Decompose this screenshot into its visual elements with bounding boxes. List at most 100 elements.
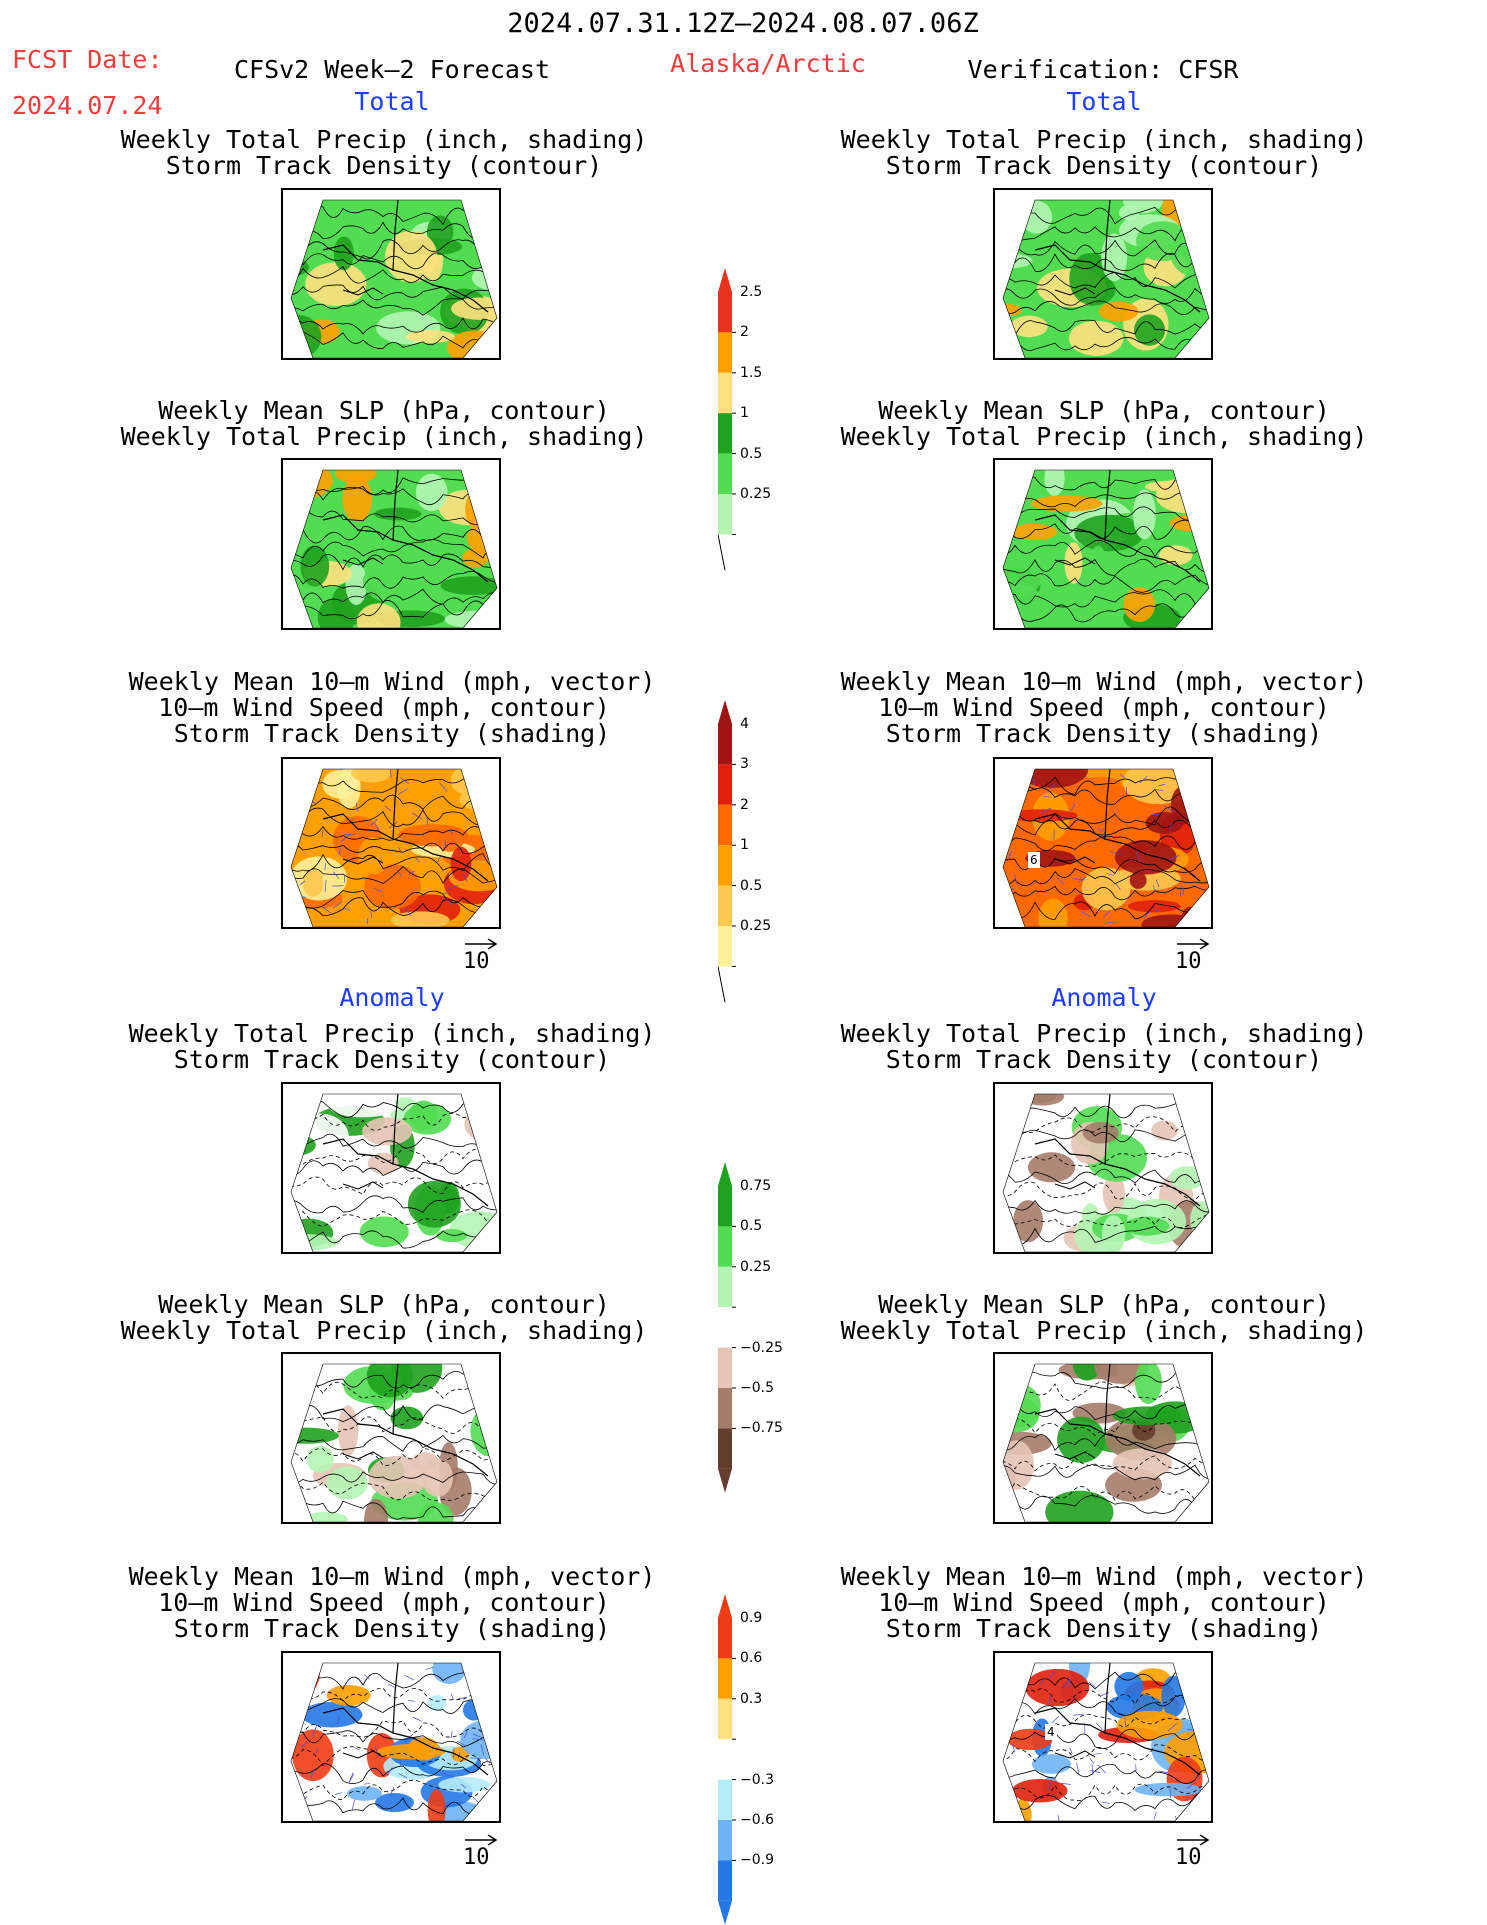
colorbar-segment [718, 1186, 732, 1227]
title-slp-r2: Weekly Total Precip (inch, shading) [840, 422, 1368, 451]
colorbar-segment [718, 494, 732, 535]
map-total-wind-verification [993, 757, 1213, 929]
map-anom-wind-verification [993, 1651, 1213, 1823]
colorbar-label: 4 [740, 716, 749, 732]
colorbar-segment [718, 1307, 732, 1348]
title-awind-r3: Storm Track Density (shading) [885, 1614, 1323, 1643]
colorbar-segment [718, 292, 732, 333]
title-awind-r1: Weekly Mean 10–m Wind (mph, vector) [840, 1562, 1368, 1591]
colorbar-label: −0.3 [740, 1771, 774, 1788]
vector-ref-label: 10 [463, 1845, 490, 1870]
colorbar-segment [718, 332, 732, 373]
colorbar-segment [718, 885, 732, 926]
colorbar-segment [718, 413, 732, 454]
colorbar-segment [718, 1347, 732, 1388]
map-graphic [290, 1093, 498, 1252]
colorbar-segment [718, 1820, 732, 1861]
vector-ref-anom-left: 10 [463, 1834, 498, 1870]
colorbar-label: 0.9 [740, 1610, 763, 1626]
colorbar-segment [718, 1226, 732, 1267]
title-wind-r3: Storm Track Density (shading) [885, 719, 1323, 748]
colorbar-graphic [718, 700, 736, 1003]
map-total-wind-forecast [281, 757, 501, 929]
colorbar-label: 0.3 [740, 1690, 763, 1707]
title-aprecip-r1: Weekly Total Precip (inch, shading) [840, 1019, 1368, 1048]
arrow-right-icon [1177, 938, 1210, 950]
colorbar-label: −0.6 [740, 1812, 774, 1828]
map-graphic [1002, 199, 1210, 358]
colorbar-segment [718, 1658, 732, 1699]
map-graphic [290, 1363, 498, 1522]
title-precip-l2: Storm Track Density (contour) [165, 151, 603, 180]
vector-ref-label: 10 [463, 949, 490, 974]
map-anom-precip-verification [993, 1082, 1213, 1254]
colorbar-graphic [718, 1162, 736, 1493]
title-aslp-l1: Weekly Mean SLP (hPa, contour) [158, 1290, 610, 1319]
colorbar-label: −0.9 [740, 1852, 774, 1869]
map-total-slp-forecast [281, 458, 501, 630]
vector-ref-total-right: 10 [1175, 938, 1210, 974]
map-anom-precip-forecast [281, 1082, 501, 1254]
fcst-date: 2024.07.24 [12, 91, 163, 120]
title-aprecip-r2: Storm Track Density (contour) [885, 1045, 1323, 1074]
colorbar-segment [718, 926, 732, 967]
title-wind-r2: 10–m Wind Speed (mph, contour) [878, 693, 1330, 722]
colorbar-label: 0.75 [740, 1178, 772, 1194]
colorbar-segment [718, 1266, 732, 1308]
map-total-slp-verification [993, 458, 1213, 630]
section-anomaly-right: Anomaly [1051, 983, 1157, 1012]
colorbar-label: 0.25 [740, 918, 772, 934]
title-wind-l3: Storm Track Density (shading) [173, 719, 611, 748]
map-graphic [1002, 1662, 1210, 1821]
map-graphic [1002, 1363, 1210, 1522]
colorbar-label: 0.6 [740, 1650, 763, 1667]
title-aslp-r1: Weekly Mean SLP (hPa, contour) [878, 1290, 1330, 1319]
title-precip-l1: Weekly Total Precip (inch, shading) [120, 125, 648, 154]
map-total-precip-forecast [281, 188, 501, 360]
colorbar-segment [718, 1698, 732, 1740]
title-aprecip-l1: Weekly Total Precip (inch, shading) [128, 1019, 656, 1048]
colorbar-segment [718, 1618, 732, 1659]
colorbar-label: 2 [740, 324, 749, 341]
title-slp-l2: Weekly Total Precip (inch, shading) [120, 422, 648, 451]
colorbar-segment [718, 1739, 732, 1780]
colorbar-label: −0.5 [740, 1380, 774, 1396]
verification-title: Verification: CFSR [967, 55, 1239, 84]
colorbar-graphic [718, 1594, 736, 1925]
contour-label-anomaly: 4 [1045, 1724, 1057, 1740]
colorbar-segment [718, 804, 732, 846]
map-graphic [290, 1662, 498, 1821]
map-total-precip-verification [993, 188, 1213, 360]
colorbar-label: 1 [740, 837, 749, 854]
title-awind-r2: 10–m Wind Speed (mph, contour) [878, 1588, 1330, 1617]
vector-ref-label: 10 [1175, 949, 1202, 974]
title-wind-l1: Weekly Mean 10–m Wind (mph, vector) [128, 667, 656, 696]
period-title: 2024.07.31.12Z–2024.08.07.06Z [507, 8, 979, 39]
section-total-right: Total [1066, 87, 1142, 116]
colorbar-label: 0.5 [740, 1218, 763, 1235]
fcst-date-label: FCST Date: [12, 45, 163, 74]
forecast-title: CFSv2 Week–2 Forecast [233, 55, 551, 84]
title-aslp-r2: Weekly Total Precip (inch, shading) [840, 1316, 1368, 1345]
title-slp-r1: Weekly Mean SLP (hPa, contour) [878, 396, 1330, 425]
map-graphic [1002, 1093, 1210, 1252]
map-graphic [290, 768, 498, 927]
map-graphic [290, 199, 498, 358]
map-graphic [290, 469, 498, 628]
title-awind-l2: 10–m Wind Speed (mph, contour) [158, 1588, 610, 1617]
vector-ref-total-left: 10 [463, 938, 498, 974]
colorbar-segment [718, 764, 732, 805]
colorbar-segment [718, 372, 732, 414]
contour-label-total: 6 [1028, 852, 1040, 868]
colorbar-segment [718, 1860, 732, 1901]
title-wind-r1: Weekly Mean 10–m Wind (mph, vector) [840, 667, 1368, 696]
arrow-right-icon [465, 1834, 498, 1846]
colorbar-label: 0.5 [740, 877, 763, 894]
title-aslp-l2: Weekly Total Precip (inch, shading) [120, 1316, 648, 1345]
title-precip-r2: Storm Track Density (contour) [885, 151, 1323, 180]
colorbar-segment [718, 724, 732, 765]
colorbar-label: 0.5 [740, 445, 763, 462]
section-anomaly-left: Anomaly [339, 983, 445, 1012]
vector-ref-label: 10 [1175, 1845, 1202, 1870]
colorbar-label: 0.25 [740, 1258, 772, 1275]
